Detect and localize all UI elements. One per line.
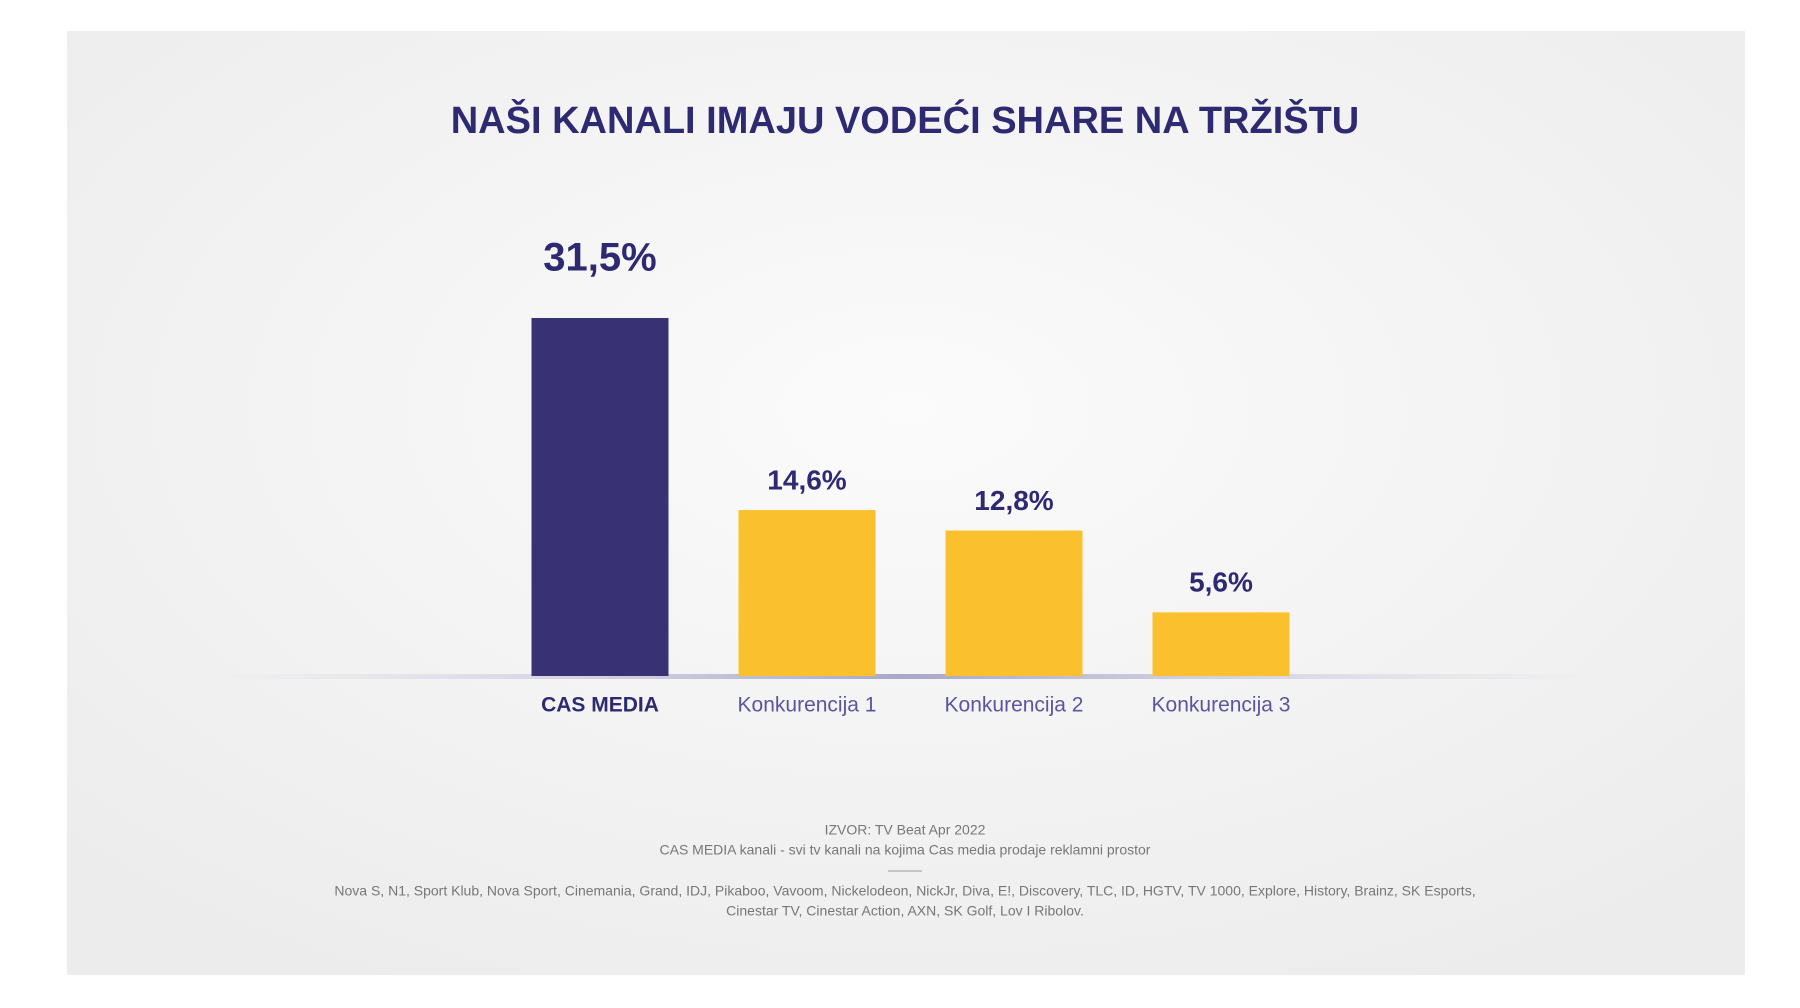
chart-title: NAŠI KANALI IMAJU VODEĆI SHARE NA TRŽIŠT… (451, 97, 1360, 142)
bar (531, 318, 669, 676)
x-tick-label: Konkurencija 1 (738, 694, 877, 717)
x-tick-label: Konkurencija 2 (945, 694, 1084, 717)
x-tick-label: Konkurencija 3 (1152, 694, 1291, 717)
panel (67, 31, 1745, 975)
bar (945, 530, 1083, 676)
bar (738, 510, 876, 676)
baseline (210, 674, 1600, 679)
bar (1152, 612, 1290, 676)
x-tick-label: CAS MEDIA (541, 694, 659, 717)
channels: Cinestar TV, Cinestar Action, AXN, SK Go… (726, 903, 1084, 919)
source: IZVOR: TV Beat Apr 2022 (825, 822, 986, 838)
value-label: 31,5% (543, 236, 656, 280)
value-label: 5,6% (1189, 567, 1253, 598)
note: CAS MEDIA kanali - svi tv kanali na koji… (660, 842, 1151, 858)
value-label: 14,6% (767, 464, 846, 495)
channels: Nova S, N1, Sport Klub, Nova Sport, Cine… (334, 883, 1475, 899)
value-label: 12,8% (974, 485, 1053, 516)
